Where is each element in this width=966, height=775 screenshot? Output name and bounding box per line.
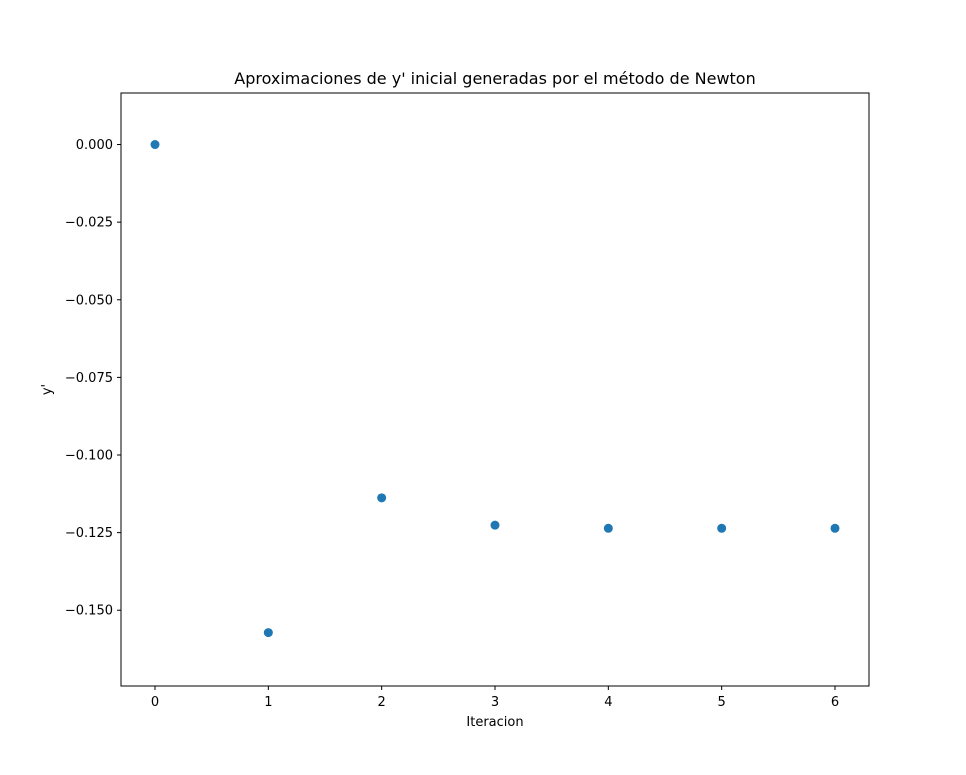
y-tick-label: −0.150 — [65, 604, 113, 619]
y-tick-label: −0.050 — [65, 293, 113, 308]
data-point — [830, 523, 840, 533]
x-tick-label: 4 — [604, 695, 612, 710]
data-point — [603, 523, 613, 533]
chart-title: Aproximaciones de y' inicial generadas p… — [234, 69, 755, 88]
x-tick-label: 1 — [264, 695, 272, 710]
data-point — [150, 140, 160, 150]
x-tick-label: 3 — [491, 695, 499, 710]
data-point — [263, 628, 273, 638]
x-axis: 0 1 2 3 4 5 6 — [151, 686, 839, 710]
x-tick-label: 0 — [151, 695, 159, 710]
x-axis-label: Iteracion — [466, 715, 523, 730]
data-point — [377, 493, 387, 503]
data-point — [717, 523, 727, 533]
y-axis-label: y' — [40, 384, 55, 395]
x-tick-label: 2 — [378, 695, 386, 710]
y-tick-label: −0.075 — [65, 371, 113, 386]
x-tick-label: 6 — [831, 695, 839, 710]
y-tick-label: −0.100 — [65, 449, 113, 464]
y-axis: 0.000 −0.025 −0.050 −0.075 −0.100 −0.125 −0.15… — [65, 138, 121, 619]
y-tick-label: −0.125 — [65, 526, 113, 541]
x-tick-label: 5 — [718, 695, 726, 710]
y-tick-label: 0.000 — [76, 138, 113, 153]
y-tick-label: −0.025 — [65, 216, 113, 231]
data-points — [150, 140, 840, 638]
data-point — [490, 520, 500, 530]
plot-frame — [120, 92, 870, 687]
